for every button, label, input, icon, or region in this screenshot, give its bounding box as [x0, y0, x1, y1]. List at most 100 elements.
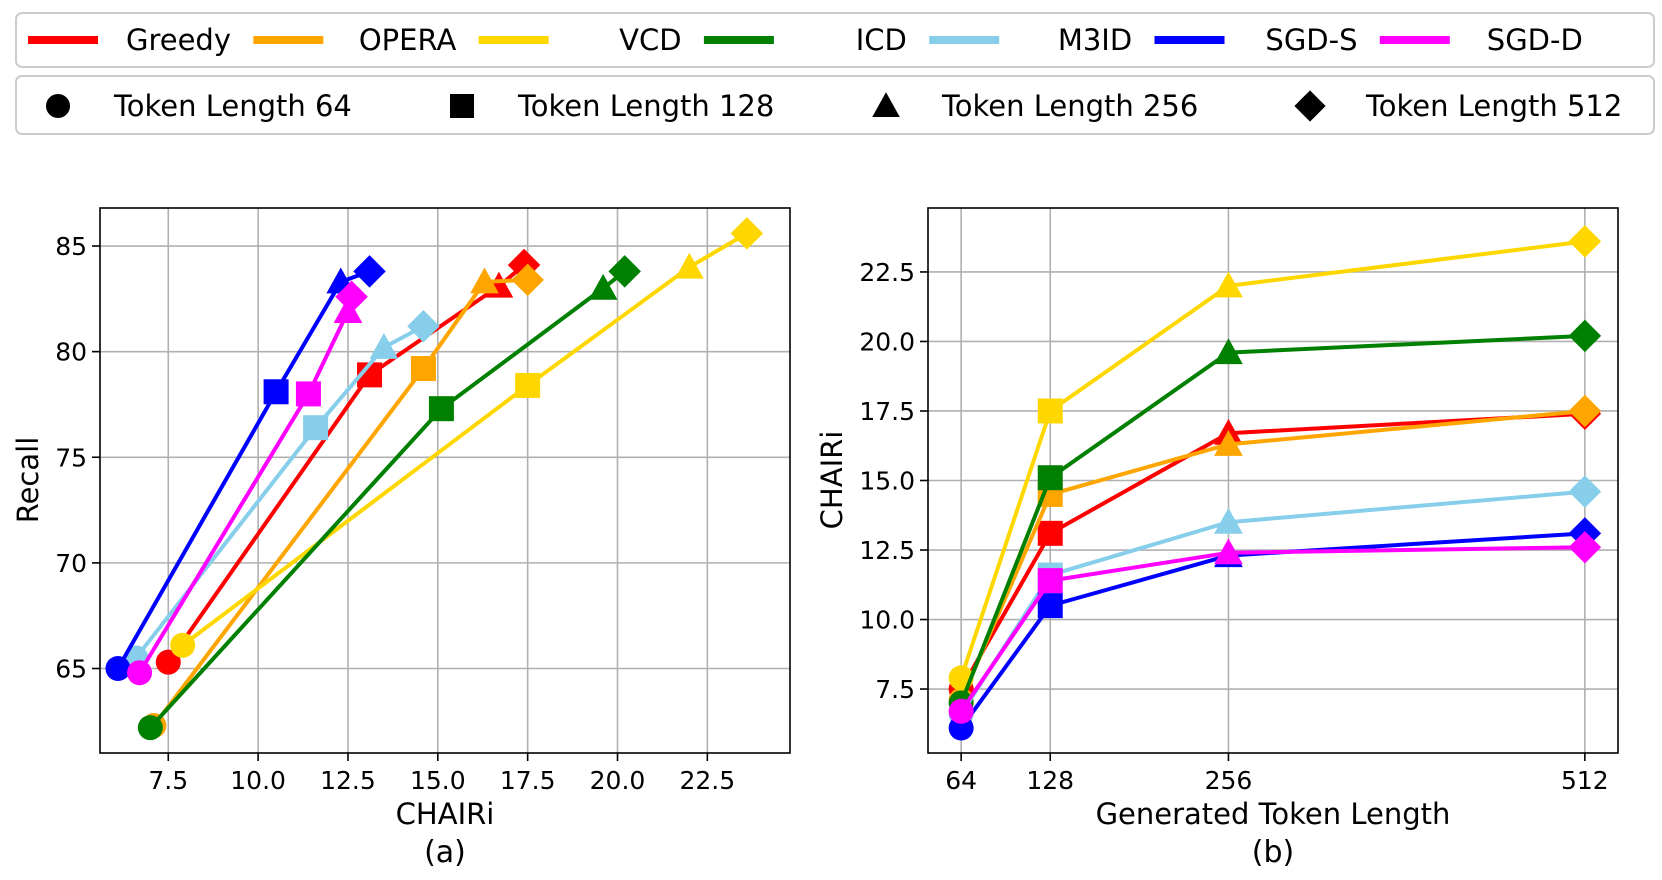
- chart-b-xtick-label: 128: [1026, 766, 1074, 795]
- chart-b-ytick-label: 10.0: [859, 606, 915, 635]
- chart-a-point-greedy-circle: [155, 649, 181, 675]
- chart-a-ytick-label: 80: [55, 338, 87, 367]
- chart-b-chairi-vs-token-length: 64 128 256 512 7.5 10.0 12.5 15.0 17.5 20.0 22.5 G…: [815, 207, 1619, 870]
- chart-b-xlabel: Generated Token Length: [1096, 797, 1451, 831]
- chart-b-line-greedy: [959, 411, 1585, 691]
- chart-a-xtick-label: 17.5: [500, 766, 556, 795]
- chart-a-xtick-label: 10.0: [230, 766, 286, 795]
- method-legend-entries: Greedy OPERA VCD ICD M3ID SGD-S SGD-D: [28, 23, 1583, 57]
- chart-a-ytick-label: 70: [55, 549, 87, 578]
- chart-a-line-greedy: [166, 263, 526, 664]
- chart-b-point-m3id-diamond: [1568, 475, 1602, 508]
- chart-b-point-greedy-square: [1037, 520, 1063, 546]
- chart-b-point-sgd-d-square: [1037, 568, 1063, 594]
- chart-b-point-sgd-d-circle: [948, 698, 974, 724]
- legend-marker-triangle-icon: [872, 92, 900, 118]
- chart-a-xtick-label: 7.5: [148, 766, 188, 795]
- chart-b-line-vcd: [959, 239, 1586, 679]
- chart-b-ytick-label: 22.5: [859, 258, 915, 287]
- chart-b-point-vcd-diamond: [1568, 225, 1602, 258]
- legend-label-token-length-128: Token Length 128: [517, 89, 774, 123]
- legend-label-sgd-s: SGD-S: [1265, 23, 1357, 57]
- chart-b-line-sgd-s: [959, 531, 1585, 730]
- chart-a-point-sgd-s-diamond: [353, 255, 386, 288]
- chart-a-point-sgd-d-triangle: [333, 297, 363, 324]
- chart-a-line-sgd-d: [137, 296, 354, 674]
- chart-a-series-sgd-d: [127, 280, 368, 686]
- chart-a-xtick-label: 15.0: [410, 766, 466, 795]
- chart-b-point-icd-square: [1037, 465, 1063, 491]
- legend-label-token-length-256: Token Length 256: [941, 89, 1198, 123]
- chart-b-ytick-label: 17.5: [859, 397, 915, 426]
- chart-a-point-opera-square: [410, 356, 436, 382]
- legend-label-greedy: Greedy: [126, 23, 231, 57]
- chart-a-point-icd-diamond: [608, 255, 641, 288]
- legend-label-m3id: M3ID: [1058, 23, 1132, 57]
- chart-b-series: [948, 225, 1602, 741]
- chart-b-point-m3id-triangle: [1214, 507, 1243, 534]
- chart-a-point-sgd-s-circle: [105, 656, 131, 682]
- chart-b-point-opera-triangle: [1214, 429, 1243, 456]
- chart-a-point-icd-circle: [137, 715, 163, 741]
- chart-b-point-icd-triangle: [1214, 338, 1243, 365]
- chart-a-point-opera-triangle: [470, 267, 499, 294]
- legend-marker-square-icon: [450, 94, 474, 118]
- method-legend-frame: [15, 12, 1655, 68]
- chart-a-series-icd: [137, 255, 641, 741]
- method-legend: Greedy OPERA VCD ICD M3ID SGD-S SGD-D: [15, 12, 1655, 68]
- marker-legend-entries: Token Length 64 Token Length 128 Token Len…: [46, 89, 1622, 123]
- chart-a-ytick-label: 85: [55, 232, 87, 261]
- chart-a-point-sgd-d-circle: [127, 660, 153, 686]
- legend-label-token-length-512: Token Length 512: [1365, 89, 1622, 123]
- chart-a-xtick-label: 12.5: [320, 766, 376, 795]
- legend-label-opera: OPERA: [359, 23, 457, 57]
- chart-b-point-opera-diamond: [1568, 394, 1602, 428]
- chart-a-xtick-label: 20.0: [590, 766, 646, 795]
- chart-a-gridlines: [100, 208, 790, 753]
- chart-b-point-sgd-d-triangle: [1214, 538, 1243, 565]
- chart-b-xtick-label: 64: [945, 766, 977, 795]
- marker-legend-frame: [15, 75, 1655, 135]
- chart-a-line-icd: [148, 269, 626, 729]
- chart-b-point-vcd-triangle: [1214, 271, 1243, 298]
- marker-legend: Token Length 64 Token Length 128 Token Len…: [15, 75, 1655, 135]
- chart-b-ytick-label: 12.5: [859, 536, 915, 565]
- chart-b-point-icd-diamond: [1568, 319, 1602, 353]
- legend-marker-diamond-icon: [1294, 90, 1326, 122]
- chart-b-caption: (b): [1252, 835, 1294, 870]
- chart-b-xtick-label: 256: [1205, 766, 1253, 795]
- chart-a-recall-vs-chairi: 7.5 10.0 12.5 15.0 17.5 20.0 22.5 65 70 75 80 85 CH…: [11, 207, 791, 870]
- chart-a-series-vcd: [170, 217, 764, 658]
- chart-b-ticks: 64 128 256 512 7.5 10.0 12.5 15.0 17.5 20.0 22.5: [859, 258, 1608, 795]
- chart-a-ticks: 7.5 10.0 12.5 15.0 17.5 20.0 22.5 65 70 75 80 85: [55, 232, 735, 795]
- chart-a-point-vcd-circle: [170, 632, 196, 658]
- chart-a-point-sgd-d-diamond: [335, 280, 368, 313]
- chart-a-ytick-label: 75: [55, 443, 87, 472]
- chart-b-line-opera: [959, 408, 1586, 701]
- chart-b-point-vcd-square: [1037, 398, 1063, 424]
- chart-a-caption: (a): [424, 835, 466, 870]
- chart-b-series-vcd: [948, 225, 1602, 691]
- chart-a-point-vcd-square: [515, 372, 541, 398]
- chart-a-point-icd-triangle: [588, 273, 618, 300]
- chart-a-series: [105, 217, 764, 741]
- chart-a-point-m3id-square: [303, 415, 329, 441]
- chart-a-point-sgd-d-square: [295, 381, 321, 407]
- legend-label-icd: ICD: [856, 23, 907, 57]
- chart-b-ytick-label: 15.0: [859, 467, 915, 496]
- chart-a-point-opera-diamond: [511, 263, 544, 297]
- legend-label-vcd: VCD: [619, 23, 681, 57]
- chart-a-point-sgd-s-square: [263, 379, 289, 405]
- chart-a-xtick-label: 22.5: [680, 766, 736, 795]
- chart-a-point-icd-square: [428, 396, 454, 422]
- legend-label-sgd-d: SGD-D: [1487, 23, 1583, 57]
- chart-b-line-sgd-d: [959, 545, 1585, 713]
- chart-a-ytick-label: 65: [55, 655, 87, 684]
- chart-b-ylabel: CHAIRi: [815, 431, 849, 530]
- chart-a-series-sgd-s: [105, 255, 386, 682]
- chart-a-xlabel: CHAIRi: [396, 797, 495, 831]
- chart-a-point-vcd-triangle: [675, 252, 704, 279]
- chart-a-point-vcd-diamond: [730, 217, 764, 250]
- chart-a-series-m3id: [123, 310, 440, 671]
